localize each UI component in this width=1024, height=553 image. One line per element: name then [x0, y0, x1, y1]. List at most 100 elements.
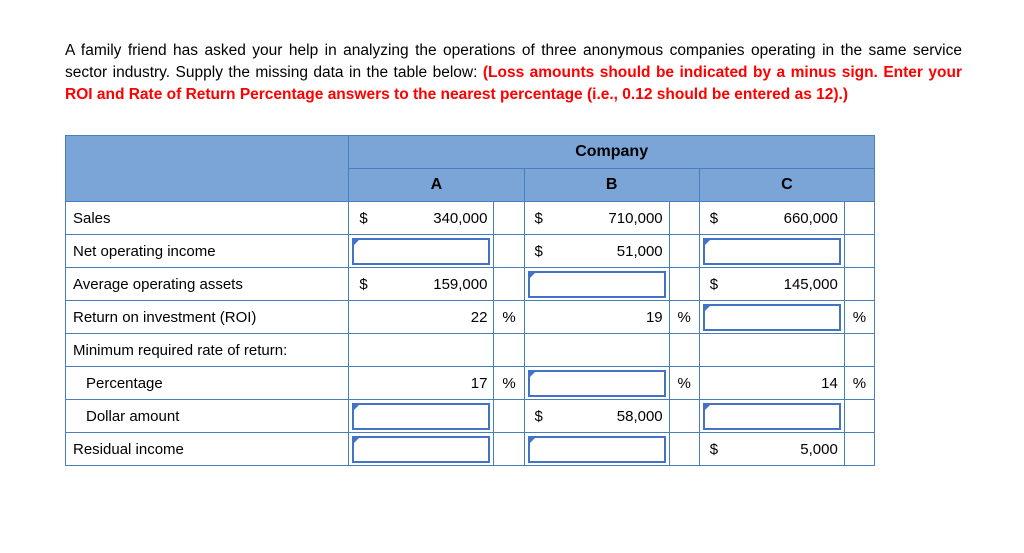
- answer-input[interactable]: [352, 435, 491, 463]
- currency-cell: $: [698, 267, 745, 301]
- amount-cell: 22: [393, 300, 495, 334]
- percent-cell: %: [668, 366, 700, 400]
- percent-cell: [843, 333, 876, 367]
- answer-input[interactable]: [702, 237, 841, 265]
- currency-cell: [348, 366, 394, 400]
- column-header-c: C: [698, 168, 876, 202]
- table-row: Minimum required rate of return:: [64, 333, 876, 367]
- percent-cell: [668, 267, 700, 301]
- percent-cell: [668, 399, 700, 433]
- answer-input[interactable]: [527, 270, 666, 298]
- table-row: Dollar amount $58,000: [64, 399, 876, 433]
- answer-input[interactable]: [702, 402, 841, 430]
- answer-input[interactable]: [702, 303, 841, 331]
- answer-cell: [348, 432, 495, 466]
- currency-cell: $: [698, 432, 745, 466]
- percent-cell: %: [843, 300, 876, 334]
- currency-cell: $: [523, 399, 570, 433]
- answer-cell: [523, 267, 670, 301]
- percent-cell: [843, 234, 876, 268]
- company-header: Company: [348, 135, 875, 169]
- percent-cell: [493, 399, 525, 433]
- percent-cell: [668, 432, 700, 466]
- answer-cell: [348, 399, 495, 433]
- currency-cell: [523, 333, 570, 367]
- amount-cell: 58,000: [569, 399, 670, 433]
- row-label: Residual income: [64, 432, 350, 466]
- percent-cell: [668, 234, 700, 268]
- amount-cell: [569, 333, 670, 367]
- row-label: Dollar amount: [64, 399, 350, 433]
- amount-cell: 159,000: [393, 267, 495, 301]
- answer-input-box: [527, 369, 666, 397]
- answer-input[interactable]: [352, 237, 491, 265]
- percent-cell: [493, 432, 525, 466]
- answer-cell: [698, 300, 845, 334]
- column-header-b: B: [523, 168, 700, 202]
- answer-input[interactable]: [527, 369, 666, 397]
- currency-cell: $: [523, 234, 570, 268]
- table-row: Residual income $5,000: [64, 432, 876, 466]
- answer-cell: [348, 234, 495, 268]
- table-row: Average operating assets $159,000 $145,000: [64, 267, 876, 301]
- percent-cell: [843, 432, 876, 466]
- currency-cell: $: [348, 201, 394, 235]
- answer-cell: [523, 366, 670, 400]
- amount-cell: 710,000: [569, 201, 670, 235]
- answer-input-box: [702, 237, 841, 265]
- row-label: Average operating assets: [64, 267, 350, 301]
- answer-input-box: [527, 270, 666, 298]
- currency-cell: [348, 300, 394, 334]
- answer-input[interactable]: [352, 402, 491, 430]
- currency-cell: [698, 333, 745, 367]
- percent-cell: [493, 201, 525, 235]
- problem-instructions-red: (Loss amounts should be indicated by a m…: [65, 64, 962, 103]
- answer-input[interactable]: [527, 435, 666, 463]
- amount-cell: 145,000: [744, 267, 845, 301]
- answer-cell: [698, 399, 845, 433]
- percent-cell: [668, 333, 700, 367]
- percent-cell: [843, 399, 876, 433]
- percent-cell: [493, 267, 525, 301]
- table-header-row-top: Company: [64, 135, 875, 202]
- currency-cell: [348, 333, 394, 367]
- row-label: Minimum required rate of return:: [64, 333, 350, 367]
- company-comparison-table: Company A B C Sales $340,000 $710,000 $660,…: [64, 135, 876, 466]
- percent-cell: %: [493, 366, 525, 400]
- problem-text: A family friend has asked your help in a…: [65, 42, 962, 81]
- answer-input-box: [352, 435, 491, 463]
- amount-cell: [393, 333, 495, 367]
- amount-cell: 17: [393, 366, 495, 400]
- answer-cell: [698, 234, 845, 268]
- percent-cell: [843, 267, 876, 301]
- answer-cell: [523, 432, 670, 466]
- amount-cell: 660,000: [744, 201, 845, 235]
- currency-cell: $: [698, 201, 745, 235]
- percent-cell: %: [843, 366, 876, 400]
- currency-cell: [523, 300, 570, 334]
- table-row: Percentage 17%% 14%: [64, 366, 876, 400]
- corner-header-cell: [64, 135, 350, 202]
- amount-cell: 51,000: [569, 234, 670, 268]
- table-row: Return on investment (ROI) 22% 19%%: [64, 300, 876, 334]
- amount-cell: 5,000: [744, 432, 845, 466]
- percent-cell: [843, 201, 876, 235]
- table-row: Net operating income $51,000: [64, 234, 876, 268]
- column-header-a: A: [348, 168, 525, 202]
- amount-cell: [744, 333, 845, 367]
- amount-cell: 340,000: [393, 201, 495, 235]
- answer-input-box: [352, 402, 491, 430]
- row-label: Sales: [64, 201, 350, 235]
- percent-cell: [493, 333, 525, 367]
- answer-input-box: [702, 402, 841, 430]
- row-label: Percentage: [64, 366, 350, 400]
- row-label: Net operating income: [64, 234, 350, 268]
- percent-cell: %: [493, 300, 525, 334]
- table-header-row-columns: A B C: [66, 168, 876, 202]
- answer-input-box: [352, 237, 491, 265]
- percent-cell: [493, 234, 525, 268]
- answer-input-box: [702, 303, 841, 331]
- amount-cell: 19: [569, 300, 670, 334]
- answer-input-box: [527, 435, 666, 463]
